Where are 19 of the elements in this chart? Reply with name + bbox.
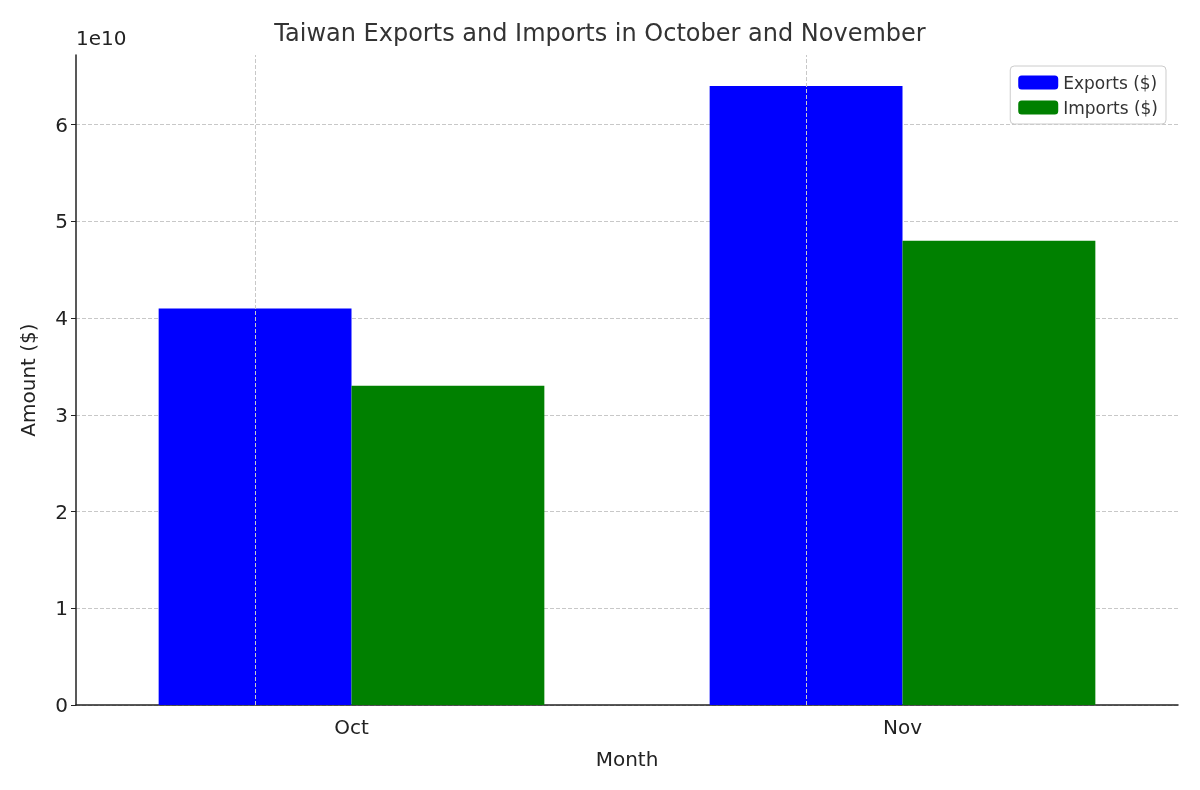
bar bbox=[902, 240, 1096, 705]
y-tick-label: 2 bbox=[55, 499, 68, 524]
y-tick-label: 0 bbox=[55, 693, 68, 717]
bar bbox=[158, 308, 352, 705]
chart-title: Taiwan Exports and Imports in October and November bbox=[273, 19, 926, 47]
legend-label: Exports ($) bbox=[1063, 72, 1158, 93]
bar bbox=[351, 385, 545, 705]
y-tick-label: 6 bbox=[55, 112, 68, 137]
y-tick-label: 1 bbox=[55, 596, 68, 621]
x-tick-label: Oct bbox=[334, 715, 369, 739]
y-axis-title: Amount ($) bbox=[16, 323, 40, 437]
legend-label: Imports ($) bbox=[1063, 97, 1158, 118]
y-tick-label: 5 bbox=[55, 209, 68, 234]
text: 1e10 bbox=[76, 26, 127, 50]
x-axis-title: Month bbox=[595, 747, 659, 771]
y-tick-label: 3 bbox=[55, 402, 68, 427]
bar bbox=[709, 85, 903, 705]
y-tick-label: 4 bbox=[55, 306, 68, 331]
x-tick-label: Nov bbox=[882, 715, 923, 739]
